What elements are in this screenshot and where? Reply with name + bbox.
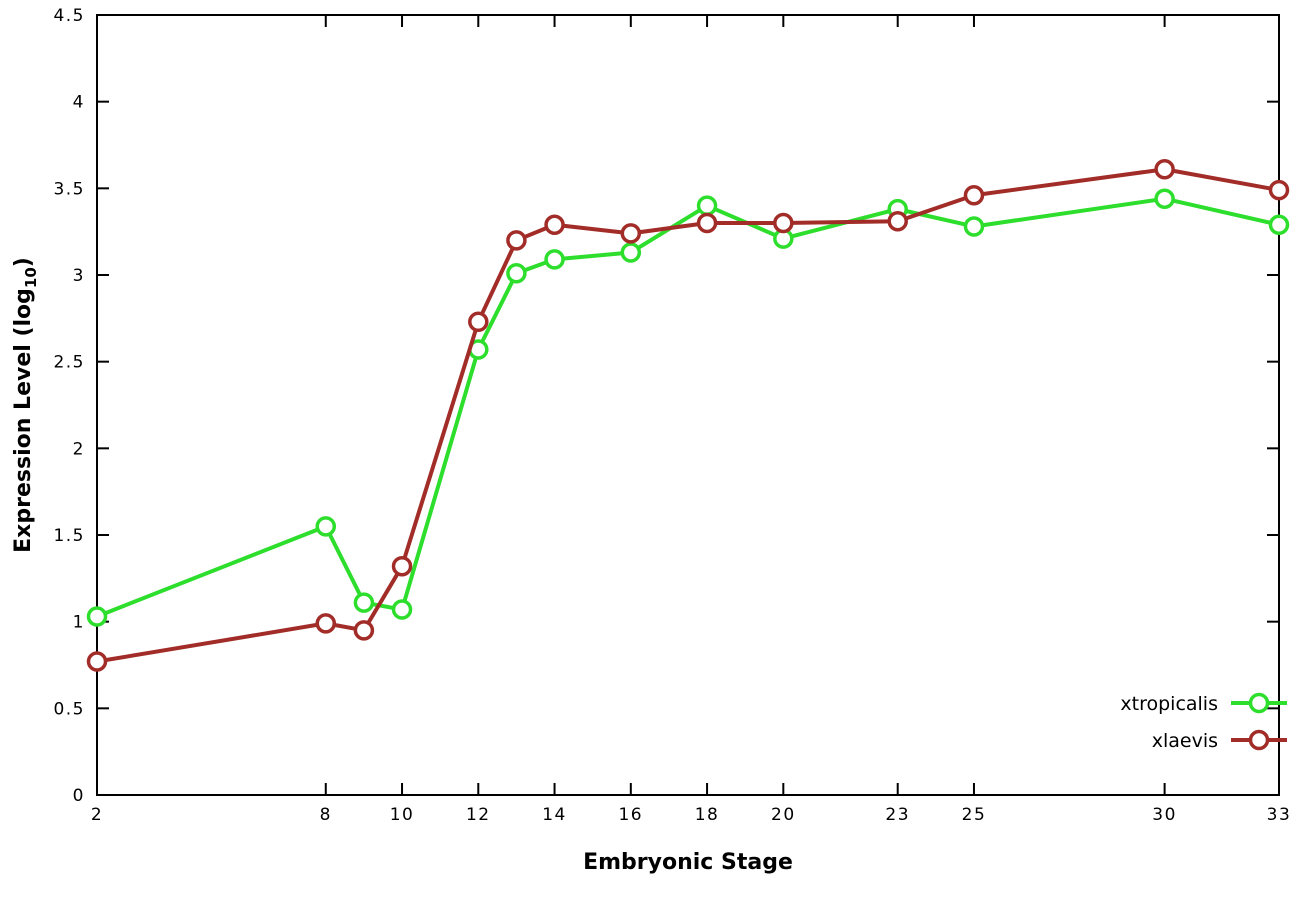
legend-label-xtropicalis: xtropicalis — [1120, 693, 1218, 715]
y-tick-label: 4 — [73, 93, 85, 113]
data-point-xtropicalis — [963, 216, 985, 237]
y-tick-label: 3 — [73, 266, 85, 286]
data-point-xtropicalis — [544, 249, 565, 270]
data-point-xtropicalis — [506, 263, 527, 284]
y-axis-title: Expression Level (log10) — [11, 257, 40, 553]
y-tick-label: 4.5 — [53, 6, 85, 26]
legend-sample-marker-xtropicalis — [1248, 692, 1270, 714]
x-tick-label: 12 — [466, 805, 491, 825]
data-point-xlaevis — [353, 620, 375, 641]
plot-border — [96, 14, 1280, 796]
y-tick-label: 3.5 — [53, 179, 85, 199]
x-tick-label: 23 — [885, 805, 910, 825]
data-point-xtropicalis — [391, 599, 413, 620]
data-point-xlaevis — [1268, 179, 1290, 201]
y-tick-label: 2.5 — [53, 353, 85, 373]
legend-sample-marker-xlaevis — [1248, 729, 1270, 751]
y-tick-label: 1 — [73, 613, 85, 633]
y-tick-label: 2 — [73, 439, 85, 459]
data-point-xlaevis — [468, 311, 489, 333]
data-point-xlaevis — [506, 230, 527, 251]
data-point-xlaevis — [620, 223, 642, 244]
x-tick-label: 30 — [1152, 805, 1177, 825]
y-tick-label: 0.5 — [53, 699, 85, 719]
x-tick-label: 33 — [1267, 805, 1292, 825]
data-point-xtropicalis — [86, 606, 108, 627]
data-point-xtropicalis — [1268, 214, 1290, 235]
series-line-xlaevis — [95, 167, 1281, 664]
data-point-xlaevis — [696, 212, 718, 234]
x-tick-label: 14 — [542, 805, 567, 825]
data-point-xtropicalis — [1154, 188, 1175, 209]
x-tick-label: 18 — [695, 805, 720, 825]
series-line-xtropicalis — [95, 196, 1281, 619]
x-tick-label: 2 — [91, 805, 103, 825]
data-point-xlaevis — [887, 211, 908, 232]
legend-label-xlaevis: xlaevis — [1152, 730, 1218, 752]
x-tick-label: 8 — [320, 805, 332, 825]
data-point-xlaevis — [315, 613, 337, 634]
x-tick-label: 10 — [390, 805, 415, 825]
data-point-xlaevis — [86, 651, 108, 672]
data-point-xtropicalis — [696, 195, 718, 216]
data-point-xtropicalis — [353, 592, 375, 613]
y-tick-label: 1.5 — [53, 526, 85, 546]
x-tick-label: 16 — [618, 805, 643, 825]
x-tick-label: 20 — [771, 805, 796, 825]
data-point-xtropicalis — [315, 516, 337, 537]
data-point-xlaevis — [963, 185, 985, 206]
data-point-xlaevis — [1154, 159, 1175, 180]
data-point-xlaevis — [391, 555, 413, 577]
x-tick-label: 25 — [962, 805, 987, 825]
x-axis-title: Embryonic Stage — [583, 850, 793, 875]
data-point-xlaevis — [544, 214, 565, 235]
y-tick-label: 0 — [73, 786, 85, 806]
data-point-xlaevis — [773, 212, 794, 234]
data-point-xtropicalis — [620, 242, 642, 263]
